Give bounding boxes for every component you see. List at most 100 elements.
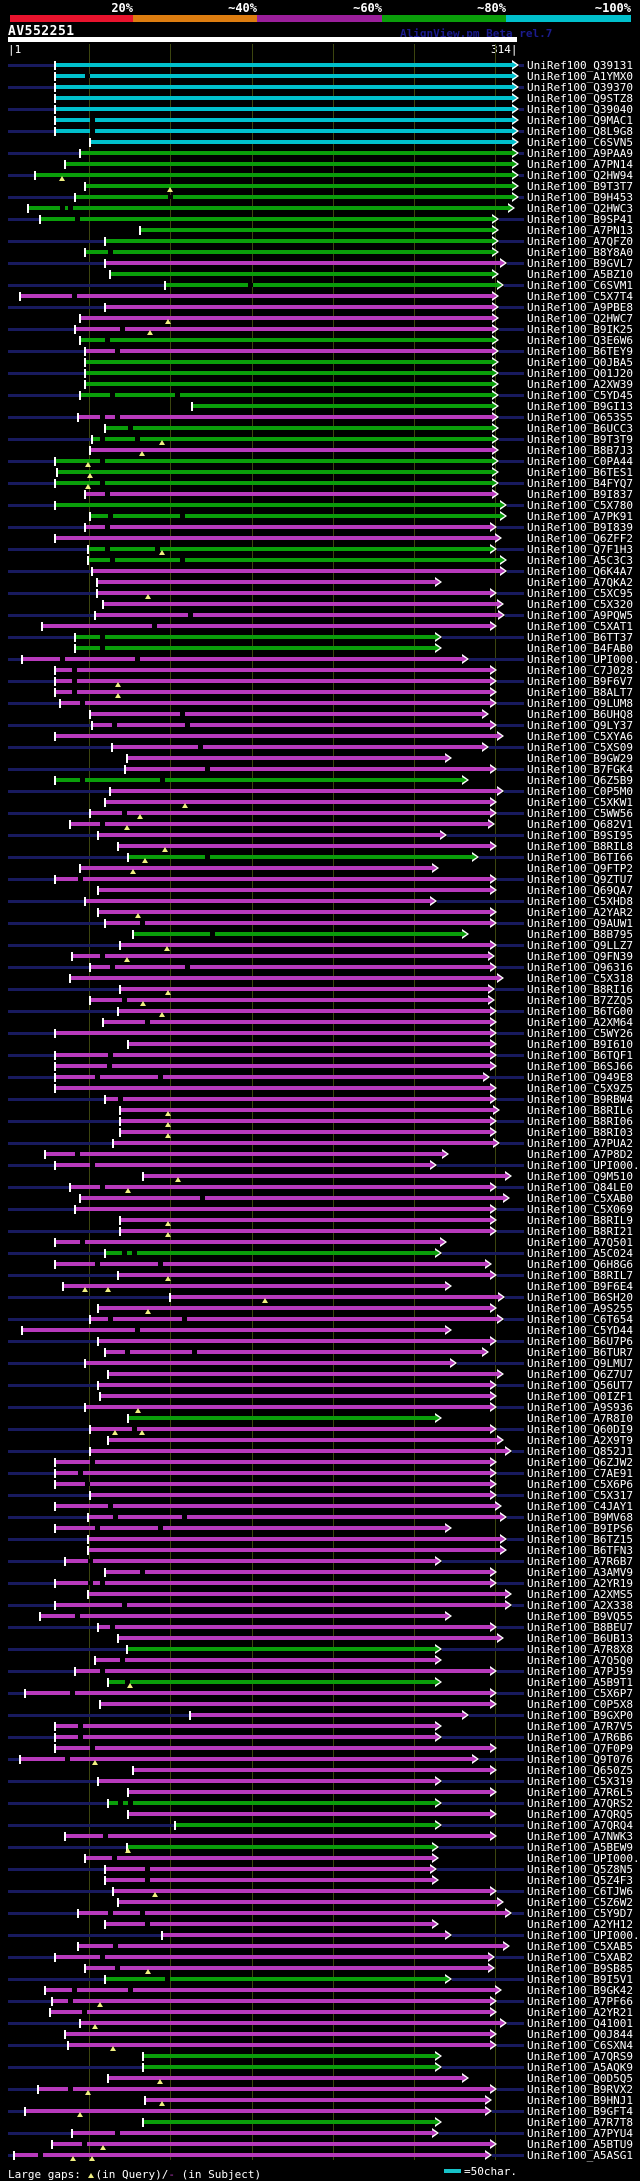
hit-bar[interactable] (52, 1999, 490, 2003)
alignment-row[interactable]: UniRef100_C7J028 (0, 665, 640, 676)
alignment-row[interactable]: UniRef100_C6SVM1 (0, 280, 640, 291)
hit-label[interactable]: UniRef100_Q9LY37 (527, 719, 633, 732)
hit-label[interactable]: UniRef100_C5XYA6 (527, 730, 633, 743)
hit-label[interactable]: UniRef100_Q2HW94 (527, 169, 633, 182)
alignment-row[interactable]: UniRef100_Q9LUM8 (0, 698, 640, 709)
hit-bar[interactable] (55, 734, 497, 738)
hit-label[interactable]: UniRef100_B6SH20 (527, 1291, 633, 1304)
hit-label[interactable]: UniRef100_B8RI16 (527, 983, 633, 996)
hit-label[interactable]: UniRef100_A5ASG1 (527, 2149, 633, 2162)
hit-label[interactable]: UniRef100_Q9LMU7 (527, 1357, 633, 1370)
hit-bar[interactable] (65, 1834, 490, 1838)
hit-bar[interactable] (108, 1801, 435, 1805)
hit-bar[interactable] (120, 1229, 490, 1233)
hit-label[interactable]: UniRef100_Q6Z5B9 (527, 774, 633, 787)
alignment-row[interactable]: UniRef100_A7PYU4 (0, 2128, 640, 2139)
alignment-row[interactable]: UniRef100_A2XMS5 (0, 1589, 640, 1600)
alignment-row[interactable]: UniRef100_A5ASG1 (0, 2150, 640, 2161)
alignment-row[interactable]: UniRef100_A7QKA2 (0, 577, 640, 588)
hit-label[interactable]: UniRef100_B9I837 (527, 488, 633, 501)
hit-label[interactable]: UniRef100_C5YD44 (527, 1324, 633, 1337)
hit-label[interactable]: UniRef100_B8RIL9 (527, 1214, 633, 1227)
alignment-row[interactable]: UniRef100_Q5Z4F3 (0, 1875, 640, 1886)
alignment-row[interactable]: UniRef100_C5Z6W2 (0, 1897, 640, 1908)
alignment-row[interactable]: UniRef100_Q9LY37 (0, 720, 640, 731)
alignment-row[interactable]: UniRef100_B8RI21 (0, 1226, 640, 1237)
hit-label[interactable]: UniRef100_A7QRQ5 (527, 1808, 633, 1821)
alignment-row[interactable]: UniRef100_B9HNJ1 (0, 2095, 640, 2106)
hit-label[interactable]: UniRef100_Q39370 (527, 81, 633, 94)
hit-label[interactable]: UniRef100_B9SB85 (527, 1962, 633, 1975)
hit-label[interactable]: UniRef100_C0P5X8 (527, 1698, 633, 1711)
hit-bar[interactable] (80, 2021, 500, 2025)
hit-label[interactable]: UniRef100_A7QKA2 (527, 576, 633, 589)
alignment-row[interactable]: UniRef100_Q2HWC3 (0, 203, 640, 214)
hit-bar[interactable] (143, 1174, 505, 1178)
hit-bar[interactable] (55, 63, 512, 67)
hit-bar[interactable] (90, 965, 490, 969)
alignment-row[interactable]: UniRef100_A2X9T9 (0, 1435, 640, 1446)
hit-bar[interactable] (80, 1196, 503, 1200)
alignment-row[interactable]: UniRef100_B8RIL9 (0, 1215, 640, 1226)
hit-label[interactable]: UniRef100_A7Q5Q0 (527, 1654, 633, 1667)
alignment-row[interactable]: UniRef100_C5YD45 (0, 390, 640, 401)
alignment-row[interactable]: UniRef100_C5XHD8 (0, 896, 640, 907)
alignment-row[interactable]: UniRef100_B9RVX2 (0, 2084, 640, 2095)
hit-label[interactable]: UniRef100_C5XAT1 (527, 620, 633, 633)
hit-bar[interactable] (90, 998, 488, 1002)
alignment-row[interactable]: UniRef100_A2YAR2 (0, 907, 640, 918)
hit-bar[interactable] (28, 206, 508, 210)
alignment-row[interactable]: UniRef100_A2XW39 (0, 379, 640, 390)
hit-bar[interactable] (85, 1856, 432, 1860)
hit-label[interactable]: UniRef100_C5Y9D7 (527, 1907, 633, 1920)
hit-bar[interactable] (92, 437, 492, 441)
hit-bar[interactable] (98, 1779, 435, 1783)
alignment-row[interactable]: UniRef100_A7R7V5 (0, 1721, 640, 1732)
hit-label[interactable]: UniRef100_A2XM64 (527, 1016, 633, 1029)
hit-bar[interactable] (120, 987, 488, 991)
alignment-row[interactable]: UniRef100_A9PQW5 (0, 610, 640, 621)
hit-bar[interactable] (113, 1889, 490, 1893)
hit-label[interactable]: UniRef100_B6TEY9 (527, 345, 633, 358)
alignment-row[interactable]: UniRef100_UPI000.. (0, 1160, 640, 1171)
alignment-row[interactable]: UniRef100_B6TT37 (0, 632, 640, 643)
hit-label[interactable]: UniRef100_B6TUR7 (527, 1346, 633, 1359)
hit-label[interactable]: UniRef100_A5C024 (527, 1247, 633, 1260)
hit-bar[interactable] (108, 1680, 435, 1684)
hit-label[interactable]: UniRef100_Q01J20 (527, 367, 633, 380)
alignment-row[interactable]: UniRef100_B9I837 (0, 489, 640, 500)
hit-bar[interactable] (88, 1548, 500, 1552)
hit-label[interactable]: UniRef100_A9PQW5 (527, 609, 633, 622)
alignment-row[interactable]: UniRef100_Q39040 (0, 104, 640, 115)
hit-bar[interactable] (105, 426, 492, 430)
hit-label[interactable]: UniRef100_Q9FTP2 (527, 862, 633, 875)
hit-bar[interactable] (55, 74, 512, 78)
hit-label[interactable]: UniRef100_A2XW39 (527, 378, 633, 391)
alignment-row[interactable]: UniRef100_A5B9T1 (0, 1677, 640, 1688)
hit-bar[interactable] (100, 1394, 490, 1398)
hit-label[interactable]: UniRef100_A7PF66 (527, 1995, 633, 2008)
alignment-row[interactable]: UniRef100_C6TJW6 (0, 1886, 640, 1897)
alignment-row[interactable]: UniRef100_B8RI03 (0, 1127, 640, 1138)
hit-label[interactable]: UniRef100_C6TJW6 (527, 1885, 633, 1898)
hit-label[interactable]: UniRef100_A5C3C3 (527, 554, 633, 567)
hit-bar[interactable] (118, 1009, 490, 1013)
alignment-row[interactable]: UniRef100_Q6Z7U7 (0, 1369, 640, 1380)
hit-bar[interactable] (22, 657, 462, 661)
hit-label[interactable]: UniRef100_C5XS09 (527, 741, 633, 754)
hit-label[interactable]: UniRef100_C5X7T4 (527, 290, 633, 303)
hit-bar[interactable] (128, 855, 472, 859)
hit-bar[interactable] (100, 1702, 490, 1706)
hit-bar[interactable] (75, 1669, 490, 1673)
alignment-row[interactable]: UniRef100_Q2HWC7 (0, 313, 640, 324)
alignment-row[interactable]: UniRef100_C5YD44 (0, 1325, 640, 1336)
hit-label[interactable]: UniRef100_Q9LLZ7 (527, 939, 633, 952)
hit-bar[interactable] (120, 1108, 493, 1112)
hit-bar[interactable] (118, 844, 490, 848)
hit-bar[interactable] (55, 459, 492, 463)
hit-bar[interactable] (105, 1350, 482, 1354)
hit-label[interactable]: UniRef100_Q0JBA5 (527, 356, 633, 369)
hit-label[interactable]: UniRef100_B8RI03 (527, 1126, 633, 1139)
alignment-row[interactable]: UniRef100_C5X780 (0, 500, 640, 511)
hit-label[interactable]: UniRef100_A7R8I0 (527, 1412, 633, 1425)
